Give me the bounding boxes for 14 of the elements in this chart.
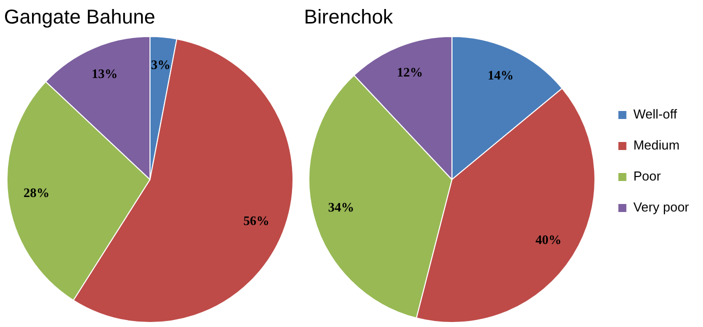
data-label: 3% (151, 56, 171, 72)
data-label: 12% (396, 64, 423, 80)
data-label: 34% (328, 199, 354, 214)
legend-label: Poor (633, 168, 662, 184)
chart-title: Birenchok (304, 6, 394, 29)
data-label: 40% (536, 232, 562, 248)
legend-label: Well-off (633, 106, 678, 122)
data-label: 13% (92, 66, 118, 81)
legend-label: Very poor (633, 200, 690, 215)
data-label: 56% (243, 212, 270, 228)
legend-label: Medium (633, 138, 680, 153)
data-label: 14% (488, 67, 514, 82)
data-label: 28% (24, 185, 50, 200)
chart-title: Gangate Bahune (4, 6, 156, 29)
